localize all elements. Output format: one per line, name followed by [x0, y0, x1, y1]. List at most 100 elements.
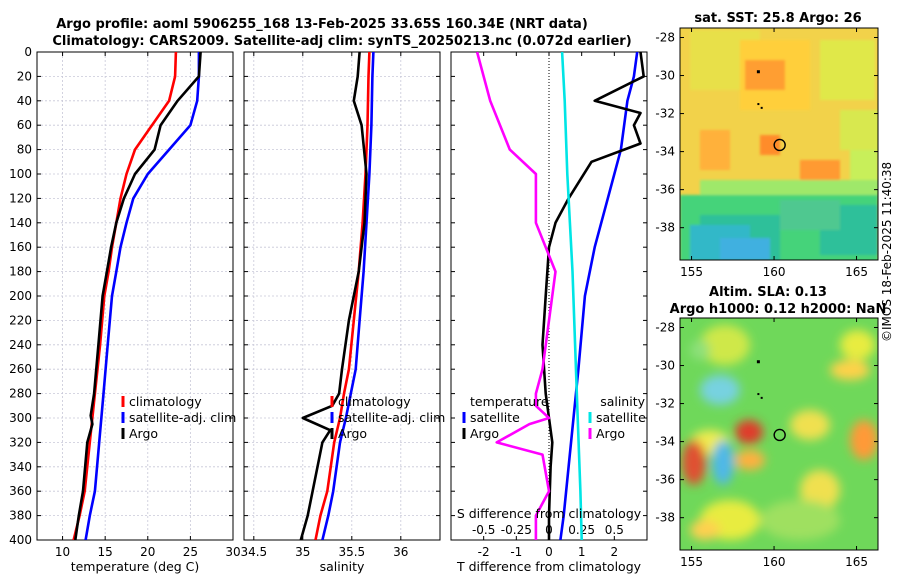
y-tick-label: 20	[17, 69, 32, 83]
island-marker	[757, 103, 760, 106]
y-tick-label: 140	[9, 216, 32, 230]
y-tick-label: 400	[9, 533, 32, 547]
y-tick-label: 360	[9, 484, 32, 498]
map-patch	[712, 440, 734, 485]
map-y-tick-label: -30	[655, 359, 675, 373]
legend-temperature-title: temperature	[470, 394, 549, 409]
x-tick-label: 30	[225, 545, 240, 559]
map-patch	[780, 200, 840, 230]
series-group	[72, 52, 202, 540]
map-patch	[735, 450, 765, 470]
map-frame	[679, 27, 879, 261]
legend-salinity-title: salinity	[600, 394, 645, 409]
series-line-t-argo	[541, 52, 646, 540]
map-y-tick-label: -38	[655, 511, 675, 525]
series-group	[299, 52, 375, 540]
x-tick-label: 36	[393, 545, 408, 559]
legend-satellite: satellite-adj. clim	[338, 410, 445, 425]
sla-map-title: Altim. SLA: 0.13	[709, 285, 827, 300]
map-y-tick-label: -36	[655, 473, 675, 487]
legend-t-argo: Argo	[470, 426, 499, 441]
series-line-satellite-adj-clim	[84, 52, 201, 540]
series-line-t-satellite	[559, 52, 639, 540]
map-patch	[682, 440, 706, 485]
main-title-line1: Argo profile: aoml 5906255_168 13-Feb-20…	[56, 17, 588, 32]
series-line-s-satellite	[560, 52, 583, 540]
x-tick-label: 2	[611, 545, 619, 559]
map-patch	[700, 325, 750, 365]
x-tick-label: 1	[578, 545, 586, 559]
salinity-xlabel: salinity	[320, 559, 365, 574]
y-tick-label: 380	[9, 509, 32, 523]
legend-t-satellite: satellite	[470, 410, 520, 425]
map-patch	[840, 330, 875, 360]
legend-satellite: satellite-adj. clim	[129, 410, 236, 425]
top-x-tick-label: -0.5	[472, 523, 495, 537]
map-y-tick-label: -32	[655, 107, 675, 121]
map-x-tick-label: 155	[680, 265, 703, 279]
main-title-line2: Climatology: CARS2009. Satellite-adj cli…	[52, 34, 631, 49]
difference-panel: -2 -1 0 1 2-0.5 -0.25 0 0.25 0.5	[450, 51, 648, 559]
map-patch	[760, 135, 780, 155]
difference-xlabel: T difference from climatology	[456, 559, 642, 574]
y-tick-label: 100	[9, 167, 32, 181]
map-patch	[850, 150, 878, 180]
y-tick-label: 300	[9, 411, 32, 425]
map-patch	[820, 40, 875, 100]
map-patch	[830, 360, 870, 380]
map-colors	[682, 325, 878, 540]
map-patch	[840, 110, 878, 150]
temperature-panel: 0 20 40 60 80 100 120 140 160 180 200 220 240 260 280 3…	[9, 45, 241, 559]
map-patch	[735, 420, 763, 444]
map-patch	[690, 520, 720, 540]
map-frame	[679, 317, 879, 551]
map-y-tick-label: -38	[655, 221, 675, 235]
x-tick-label: 35	[295, 545, 310, 559]
x-tick-label: 20	[140, 545, 155, 559]
y-tick-label: 120	[9, 191, 32, 205]
map-patch	[800, 160, 840, 180]
top-x-tick-label: -0.25	[501, 523, 532, 537]
y-tick-label: 40	[17, 94, 32, 108]
y-tick-label: 280	[9, 387, 32, 401]
y-tick-label: 0	[24, 45, 32, 59]
map-x-tick-label: 160	[763, 555, 786, 569]
y-tick-label: 160	[9, 240, 32, 254]
x-tick-label: 34.5	[240, 545, 267, 559]
map-field	[680, 28, 878, 260]
argo-position-marker	[773, 138, 786, 152]
map-patch	[700, 375, 740, 405]
series-group	[475, 52, 646, 540]
x-tick-label: 15	[98, 545, 113, 559]
difference-top-xlabel: S difference from climatology	[457, 506, 642, 521]
map-patch	[850, 420, 878, 460]
series-line-s-argo	[475, 52, 557, 540]
map-patch	[760, 500, 840, 540]
top-x-tick-label: 0.5	[605, 523, 624, 537]
map-patch	[720, 238, 770, 260]
legend-argo: Argo	[338, 426, 367, 441]
series-line-argo	[74, 52, 202, 540]
map-y-tick-label: -30	[655, 69, 675, 83]
y-tick-label: 60	[17, 118, 32, 132]
island-marker	[760, 106, 763, 109]
y-tick-label: 220	[9, 313, 32, 327]
legend-climatology: climatology	[129, 394, 202, 409]
temperature-legend: climatology satellite-adj. clim Argo	[121, 394, 236, 441]
island-marker	[760, 396, 763, 399]
y-tick-label: 260	[9, 362, 32, 376]
x-tick-label: 35.5	[338, 545, 365, 559]
map-colors	[680, 30, 878, 260]
map-x-tick-label: 165	[845, 555, 868, 569]
sla-map-subtitle: Argo h1000: 0.12 h2000: NaN	[670, 302, 887, 317]
y-tick-label: 320	[9, 435, 32, 449]
map-field	[680, 318, 878, 550]
x-tick-label: 0	[545, 545, 553, 559]
x-tick-label: 10	[55, 545, 70, 559]
y-tick-label: 340	[9, 460, 32, 474]
sst-map-title: sat. SST: 25.8 Argo: 26	[694, 11, 861, 26]
map-patch	[745, 60, 785, 90]
difference-legend: temperature satellite Argo salinity sate…	[462, 394, 646, 441]
sla-map: 155 160 165 -28 -30 -32 -34 -36 -38	[655, 317, 879, 569]
